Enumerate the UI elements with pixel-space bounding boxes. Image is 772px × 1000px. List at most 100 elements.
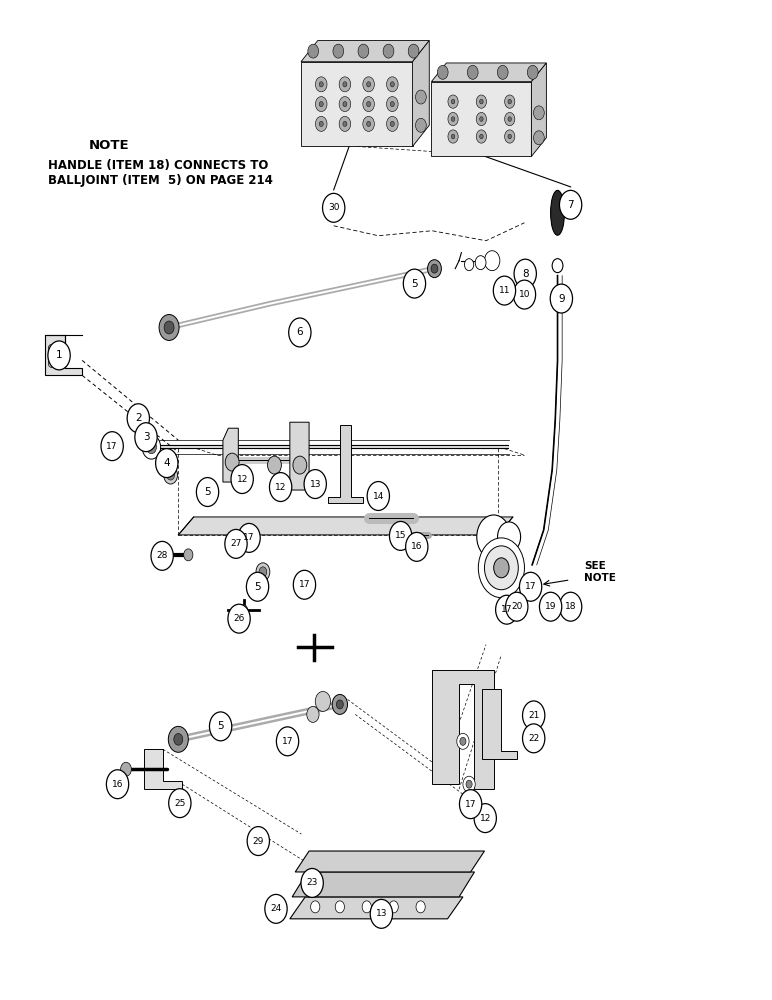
Circle shape — [367, 101, 371, 107]
Circle shape — [460, 737, 466, 745]
Circle shape — [514, 259, 537, 288]
Circle shape — [448, 112, 458, 126]
Circle shape — [335, 901, 344, 913]
Circle shape — [493, 558, 509, 578]
Circle shape — [358, 44, 369, 58]
Circle shape — [343, 82, 347, 87]
Circle shape — [476, 256, 486, 270]
Text: 17: 17 — [243, 533, 255, 542]
Circle shape — [452, 117, 455, 121]
Circle shape — [474, 804, 496, 833]
Circle shape — [533, 131, 544, 145]
Circle shape — [476, 95, 486, 108]
Bar — [432, 82, 531, 156]
Text: 14: 14 — [373, 492, 384, 501]
Circle shape — [293, 570, 316, 599]
Polygon shape — [290, 422, 309, 490]
Circle shape — [476, 112, 486, 126]
Circle shape — [479, 538, 524, 598]
Text: 4: 4 — [164, 458, 170, 468]
Circle shape — [371, 899, 392, 928]
Circle shape — [209, 712, 232, 741]
Text: 16: 16 — [112, 780, 124, 789]
Text: 5: 5 — [217, 721, 224, 731]
Text: 15: 15 — [394, 531, 406, 540]
Circle shape — [550, 284, 573, 313]
Polygon shape — [432, 670, 493, 789]
Polygon shape — [290, 897, 463, 919]
Circle shape — [527, 65, 538, 79]
Polygon shape — [328, 425, 363, 503]
Polygon shape — [223, 428, 239, 482]
Circle shape — [505, 95, 515, 108]
Circle shape — [452, 99, 455, 104]
Circle shape — [256, 563, 270, 581]
Circle shape — [362, 901, 371, 913]
Circle shape — [363, 116, 374, 131]
Circle shape — [268, 456, 281, 474]
Circle shape — [465, 259, 474, 271]
Polygon shape — [301, 41, 429, 62]
Circle shape — [479, 99, 483, 104]
Circle shape — [457, 733, 469, 749]
Circle shape — [343, 121, 347, 127]
Circle shape — [269, 473, 292, 501]
Polygon shape — [412, 41, 429, 146]
Circle shape — [391, 121, 394, 127]
Polygon shape — [144, 749, 182, 789]
Circle shape — [151, 541, 173, 570]
Circle shape — [259, 567, 267, 577]
Circle shape — [448, 95, 458, 108]
Circle shape — [508, 134, 512, 139]
Polygon shape — [178, 517, 513, 535]
Circle shape — [383, 44, 394, 58]
Circle shape — [463, 776, 476, 792]
Circle shape — [367, 121, 371, 127]
Text: 12: 12 — [479, 814, 491, 823]
Circle shape — [540, 592, 562, 621]
Text: 12: 12 — [275, 483, 286, 492]
Circle shape — [127, 404, 150, 433]
Circle shape — [225, 529, 247, 558]
Circle shape — [337, 700, 344, 709]
Polygon shape — [531, 63, 547, 156]
Circle shape — [523, 724, 545, 753]
Circle shape — [164, 321, 174, 334]
Circle shape — [403, 269, 425, 298]
Text: 16: 16 — [411, 542, 422, 551]
Text: 20: 20 — [511, 602, 523, 611]
Circle shape — [319, 101, 323, 107]
Text: 17: 17 — [107, 442, 118, 451]
Circle shape — [120, 762, 131, 776]
Circle shape — [389, 901, 398, 913]
Text: 17: 17 — [465, 800, 476, 809]
Ellipse shape — [550, 190, 564, 235]
Circle shape — [363, 97, 374, 112]
Circle shape — [228, 604, 250, 633]
Circle shape — [508, 117, 512, 121]
Circle shape — [505, 112, 515, 126]
Text: NOTE: NOTE — [89, 139, 130, 152]
Circle shape — [319, 121, 323, 127]
Text: 7: 7 — [567, 200, 574, 210]
Circle shape — [265, 894, 287, 923]
Circle shape — [363, 77, 374, 92]
Circle shape — [315, 691, 330, 711]
Circle shape — [523, 701, 545, 730]
Polygon shape — [482, 689, 516, 759]
Circle shape — [533, 106, 544, 120]
Circle shape — [184, 549, 193, 561]
Circle shape — [246, 572, 269, 601]
Circle shape — [339, 116, 350, 131]
Circle shape — [497, 522, 520, 552]
Text: 13: 13 — [310, 480, 321, 489]
Circle shape — [560, 190, 582, 219]
Circle shape — [240, 605, 248, 615]
Circle shape — [308, 44, 319, 58]
Bar — [301, 62, 412, 146]
Text: 22: 22 — [528, 734, 540, 743]
Circle shape — [493, 276, 516, 305]
Circle shape — [316, 97, 327, 112]
Circle shape — [513, 280, 536, 309]
Circle shape — [520, 572, 542, 601]
